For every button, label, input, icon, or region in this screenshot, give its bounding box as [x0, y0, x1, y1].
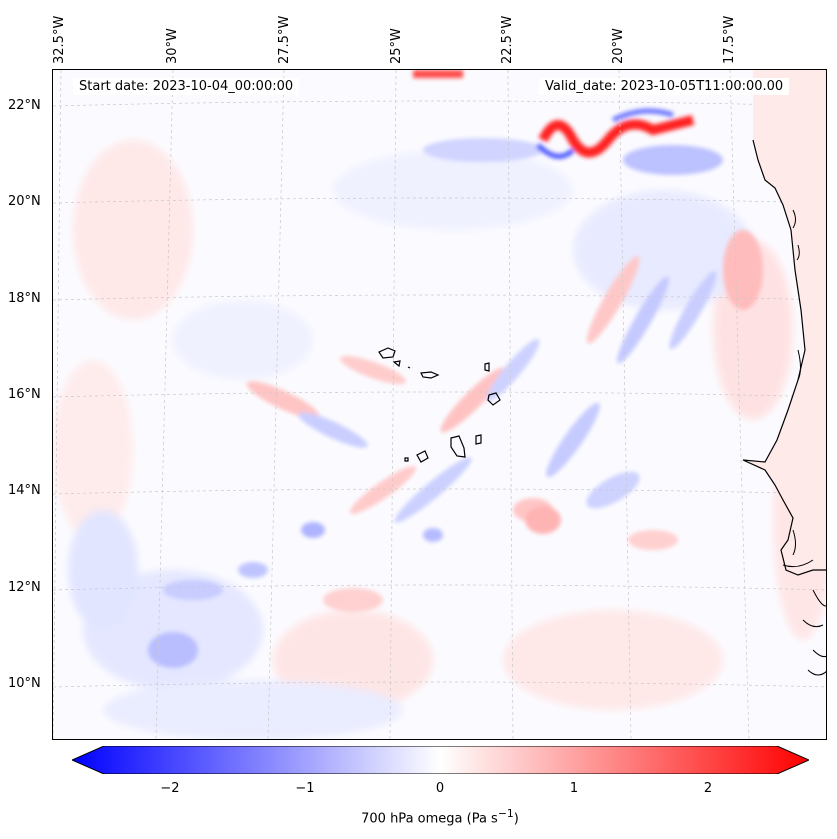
- cape-verde-islands: [378, 347, 501, 463]
- lat-label-14n: 14°N: [8, 483, 41, 498]
- colorbar: [72, 746, 809, 774]
- colorbar-label-close: ): [513, 811, 519, 827]
- lon-label-32-5w: 32.5°W: [52, 15, 67, 64]
- strong-omega-feature: [413, 70, 695, 159]
- colorbar-label-text: 700 hPa omega (Pa s: [361, 811, 498, 827]
- map-panel: [52, 69, 827, 740]
- colorbar-tick-minus1: −1: [295, 781, 315, 796]
- gridlines: [53, 70, 826, 739]
- lat-label-22n: 22°N: [8, 98, 41, 113]
- lat-label-10n: 10°N: [8, 676, 41, 691]
- lat-label-20n: 20°N: [8, 194, 41, 209]
- lon-label-25w: 25°W: [389, 28, 404, 64]
- colorbar-tick-2: 2: [703, 781, 713, 796]
- colorbar-tick-minus2: −2: [160, 781, 180, 796]
- colorbar-tick-1: 1: [569, 781, 579, 796]
- lon-label-20w: 20°W: [611, 28, 626, 64]
- lat-label-12n: 12°N: [8, 580, 41, 595]
- lon-label-17-5w: 17.5°W: [722, 15, 737, 64]
- africa-coastline: [742, 70, 826, 676]
- lat-label-16n: 16°N: [8, 387, 41, 402]
- colorbar-label: 700 hPa omega (Pa s−1): [0, 807, 837, 826]
- omega-background-patches: [53, 140, 826, 739]
- colorbar-label-exponent: −1: [497, 807, 514, 820]
- valid-date-label: Valid_date: 2023-10-05T11:00:00.00: [539, 78, 790, 95]
- colorbar-tick-0: 0: [435, 781, 445, 796]
- lon-label-30w: 30°W: [165, 28, 180, 64]
- lon-label-27-5w: 27.5°W: [277, 15, 292, 64]
- lon-label-22-5w: 22.5°W: [500, 15, 515, 64]
- omega-field-map: [53, 70, 826, 739]
- start-date-label: Start date: 2023-10-04_00:00:00: [73, 78, 300, 95]
- lat-label-18n: 18°N: [8, 291, 41, 306]
